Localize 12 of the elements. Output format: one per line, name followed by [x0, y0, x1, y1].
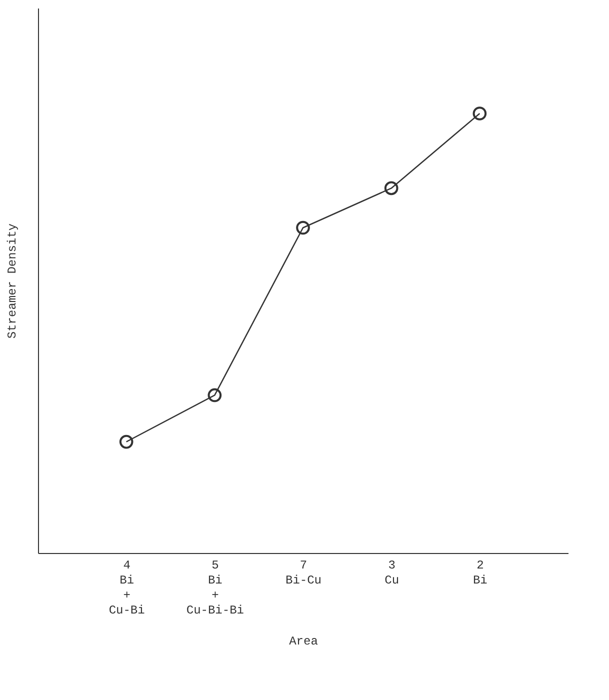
point	[208, 388, 222, 402]
point	[296, 220, 310, 235]
point	[472, 106, 487, 120]
x-tick-label: 7 Bi-Cu	[285, 558, 322, 588]
x-tick-label: 4 Bi + Cu-Bi	[108, 558, 145, 618]
x-tick-label: 5 Bi + Cu-Bi-Bi	[186, 558, 244, 618]
x-axis-title: Area	[289, 634, 318, 648]
point	[119, 434, 134, 449]
x-tick-label: 2 Bi	[472, 558, 488, 588]
y-axis-title: Streamer Density	[6, 223, 20, 339]
point	[384, 181, 398, 196]
x-tick-label: 3 Cu	[384, 558, 400, 588]
